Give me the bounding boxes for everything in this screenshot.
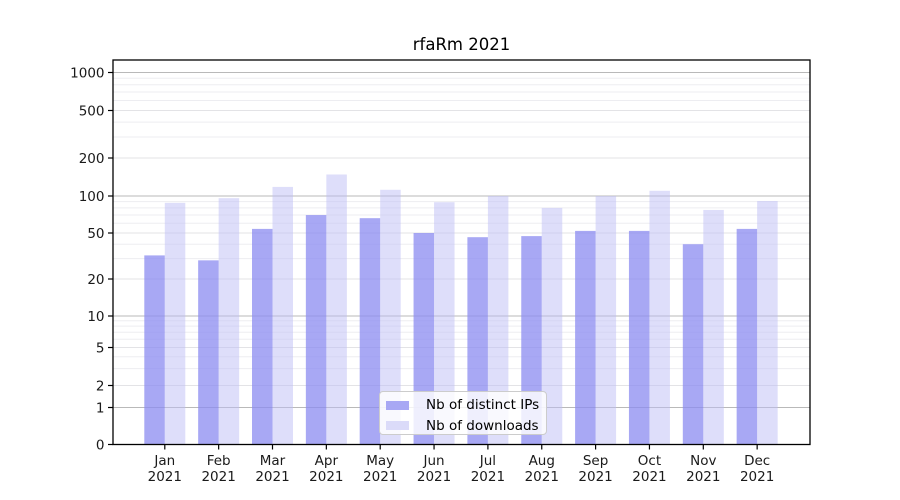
x-tick-label-month-jun: Jun bbox=[423, 453, 445, 469]
y-tick-label-20: 20 bbox=[87, 272, 104, 288]
x-tick-label-year-dec: 2021 bbox=[740, 469, 774, 485]
x-tick-label-year-feb: 2021 bbox=[201, 469, 235, 485]
y-tick-label-50: 50 bbox=[87, 226, 104, 242]
y-tick-label-0: 0 bbox=[96, 437, 105, 453]
y-tick-label-200: 200 bbox=[79, 151, 105, 167]
x-tick-label-month-nov: Nov bbox=[690, 453, 716, 469]
x-tick-label-year-jan: 2021 bbox=[148, 469, 182, 485]
x-tick-label-year-apr: 2021 bbox=[309, 469, 343, 485]
legend-swatch-distinct-ips bbox=[386, 400, 409, 410]
y-tick-label-5: 5 bbox=[96, 340, 105, 356]
bar-distinct-ips-apr bbox=[305, 215, 327, 445]
bar-distinct-ips-mar bbox=[252, 228, 273, 445]
x-tick-label-month-dec: Dec bbox=[744, 453, 770, 469]
bar-downloads-may bbox=[380, 189, 401, 445]
x-tick-label-year-oct: 2021 bbox=[632, 469, 666, 485]
bar-distinct-ips-may bbox=[359, 218, 381, 445]
bar-distinct-ips-jan bbox=[144, 255, 165, 445]
legend-label-distinct-ips: Nb of distinct IPs bbox=[426, 397, 540, 414]
bar-distinct-ips-nov bbox=[682, 244, 704, 445]
y-tick-label-500: 500 bbox=[79, 103, 105, 119]
legend-label-downloads: Nb of downloads bbox=[426, 417, 539, 434]
legend-item-downloads: Nb of downloads bbox=[386, 416, 546, 437]
x-tick-label-month-mar: Mar bbox=[260, 453, 286, 469]
x-tick-label-month-feb: Feb bbox=[207, 453, 231, 469]
x-tick-label-month-aug: Aug bbox=[529, 453, 555, 469]
legend-item-distinct-ips: Nb of distinct IPs bbox=[386, 395, 546, 416]
bar-downloads-dec bbox=[757, 201, 778, 445]
bar-downloads-aug bbox=[541, 207, 563, 445]
chart-title: rfaRm 2021 bbox=[412, 35, 511, 54]
bar-distinct-ips-oct bbox=[628, 230, 650, 445]
x-tick-label-year-may: 2021 bbox=[363, 469, 397, 485]
y-tick-label-1000: 1000 bbox=[70, 65, 104, 81]
bar-downloads-sep bbox=[595, 196, 617, 445]
x-tick-label-month-apr: Apr bbox=[315, 453, 339, 469]
bar-downloads-apr bbox=[326, 174, 347, 445]
x-tick-label-month-may: May bbox=[366, 453, 394, 469]
x-tick-label-month-jul: Jul bbox=[479, 453, 496, 469]
x-tick-label-month-oct: Oct bbox=[638, 453, 661, 469]
y-tick-label-10: 10 bbox=[87, 309, 104, 325]
x-tick-label-year-sep: 2021 bbox=[578, 469, 612, 485]
legend-swatch-downloads bbox=[386, 421, 409, 431]
y-tick-label-100: 100 bbox=[79, 189, 105, 205]
x-tick-label-month-sep: Sep bbox=[583, 453, 608, 469]
plot-border bbox=[112, 59, 811, 446]
x-tick-label-year-aug: 2021 bbox=[525, 469, 559, 485]
bar-distinct-ips-dec bbox=[736, 228, 758, 445]
bar-downloads-nov bbox=[703, 209, 724, 445]
bar-downloads-oct bbox=[649, 190, 670, 445]
bar-downloads-jun bbox=[434, 202, 455, 445]
bar-downloads-mar bbox=[272, 186, 293, 445]
bar-distinct-ips-feb bbox=[198, 260, 219, 445]
bar-downloads-feb bbox=[218, 198, 240, 445]
bar-downloads-jul bbox=[487, 196, 509, 445]
x-tick-label-year-jul: 2021 bbox=[471, 469, 505, 485]
bar-distinct-ips-sep bbox=[575, 230, 596, 445]
x-tick-label-year-mar: 2021 bbox=[255, 469, 289, 485]
y-tick-label-2: 2 bbox=[96, 378, 105, 394]
y-tick-label-1: 1 bbox=[96, 400, 105, 416]
x-tick-label-month-jan: Jan bbox=[153, 453, 175, 469]
x-tick-label-year-nov: 2021 bbox=[686, 469, 720, 485]
bar-downloads-jan bbox=[164, 202, 186, 445]
x-tick-label-year-jun: 2021 bbox=[417, 469, 451, 485]
legend: Nb of distinct IPs Nb of downloads bbox=[379, 391, 547, 435]
